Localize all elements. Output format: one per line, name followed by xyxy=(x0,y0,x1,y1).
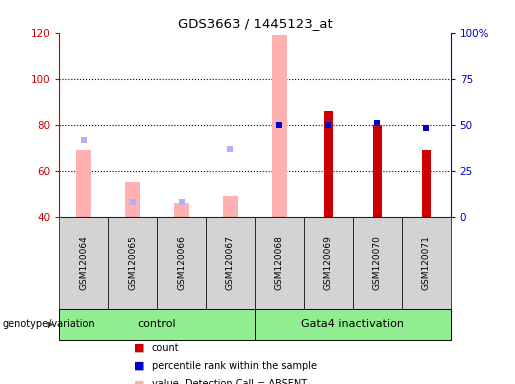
Text: GSM120064: GSM120064 xyxy=(79,236,88,290)
Text: value, Detection Call = ABSENT: value, Detection Call = ABSENT xyxy=(152,379,307,384)
Text: genotype/variation: genotype/variation xyxy=(3,319,95,329)
Text: GSM120066: GSM120066 xyxy=(177,236,186,290)
Text: Gata4 inactivation: Gata4 inactivation xyxy=(301,319,404,329)
Text: GSM120071: GSM120071 xyxy=(422,236,431,290)
Text: ■: ■ xyxy=(134,361,144,371)
Text: ■: ■ xyxy=(134,379,144,384)
Bar xyxy=(174,203,189,217)
Text: ■: ■ xyxy=(134,343,144,353)
Text: GSM120068: GSM120068 xyxy=(275,236,284,290)
Bar xyxy=(125,182,140,217)
Bar xyxy=(76,150,91,217)
Text: percentile rank within the sample: percentile rank within the sample xyxy=(152,361,317,371)
Bar xyxy=(422,150,431,217)
Text: control: control xyxy=(138,319,176,329)
Text: GSM120069: GSM120069 xyxy=(324,236,333,290)
Bar xyxy=(272,35,287,217)
Text: GSM120070: GSM120070 xyxy=(373,236,382,290)
Text: count: count xyxy=(152,343,180,353)
Bar xyxy=(373,125,382,217)
Text: GSM120067: GSM120067 xyxy=(226,236,235,290)
Bar xyxy=(324,111,333,217)
Text: GSM120065: GSM120065 xyxy=(128,236,137,290)
Title: GDS3663 / 1445123_at: GDS3663 / 1445123_at xyxy=(178,17,332,30)
Bar xyxy=(223,196,238,217)
